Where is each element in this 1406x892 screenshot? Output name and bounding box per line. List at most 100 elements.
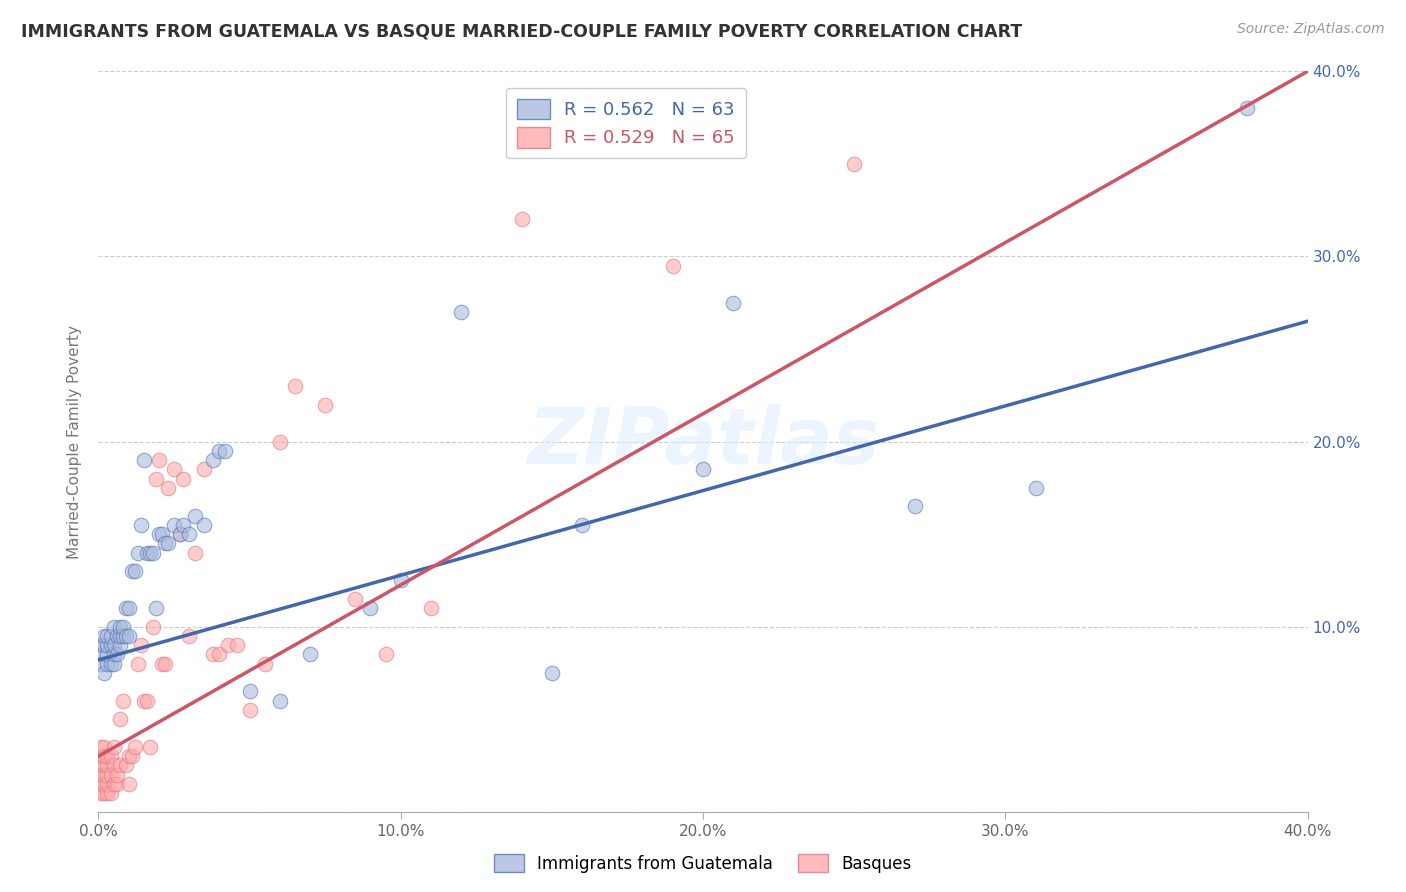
- Point: [132, 694, 155, 708]
- Point: [93, 665, 115, 680]
- Point: [100, 749, 122, 764]
- Point: [96, 777, 118, 791]
- Point: [1236, 101, 1258, 115]
- Point: [253, 657, 276, 671]
- Text: ZIPatlas: ZIPatlas: [527, 403, 879, 480]
- Point: [100, 767, 122, 781]
- Point: [93, 739, 115, 754]
- Point: [93, 648, 115, 662]
- Point: [193, 517, 215, 532]
- Point: [100, 786, 122, 800]
- Point: [139, 545, 162, 560]
- Point: [217, 638, 239, 652]
- Point: [344, 591, 367, 606]
- Point: [93, 786, 115, 800]
- Point: [100, 657, 122, 671]
- Point: [226, 638, 249, 652]
- Point: [100, 629, 122, 643]
- Point: [90, 638, 112, 652]
- Point: [132, 453, 155, 467]
- Point: [184, 545, 207, 560]
- Point: [145, 472, 167, 486]
- Point: [96, 657, 118, 671]
- Point: [208, 648, 231, 662]
- Point: [156, 536, 179, 550]
- Point: [96, 786, 118, 800]
- Point: [108, 638, 131, 652]
- Point: [93, 749, 115, 764]
- Point: [450, 305, 472, 319]
- Point: [420, 601, 443, 615]
- Point: [93, 767, 115, 781]
- Point: [90, 777, 112, 791]
- Point: [93, 638, 115, 652]
- Point: [360, 601, 382, 615]
- Point: [118, 601, 141, 615]
- Y-axis label: Married-Couple Family Poverty: Married-Couple Family Poverty: [67, 325, 83, 558]
- Point: [127, 657, 149, 671]
- Point: [96, 638, 118, 652]
- Point: [103, 657, 125, 671]
- Point: [299, 648, 322, 662]
- Point: [150, 657, 173, 671]
- Point: [103, 739, 125, 754]
- Point: [135, 545, 157, 560]
- Point: [105, 767, 128, 781]
- Point: [142, 545, 165, 560]
- Point: [96, 648, 118, 662]
- Point: [90, 758, 112, 772]
- Point: [214, 443, 236, 458]
- Point: [904, 500, 927, 514]
- Point: [108, 712, 131, 726]
- Point: [103, 648, 125, 662]
- Point: [90, 739, 112, 754]
- Point: [93, 758, 115, 772]
- Point: [118, 629, 141, 643]
- Point: [179, 629, 201, 643]
- Text: IMMIGRANTS FROM GUATEMALA VS BASQUE MARRIED-COUPLE FAMILY POVERTY CORRELATION CH: IMMIGRANTS FROM GUATEMALA VS BASQUE MARR…: [21, 22, 1022, 40]
- Point: [108, 629, 131, 643]
- Point: [118, 749, 141, 764]
- Point: [156, 481, 179, 495]
- Legend: Immigrants from Guatemala, Basques: Immigrants from Guatemala, Basques: [488, 847, 918, 880]
- Point: [148, 453, 170, 467]
- Point: [172, 472, 194, 486]
- Point: [129, 638, 152, 652]
- Point: [124, 739, 146, 754]
- Point: [202, 453, 225, 467]
- Point: [111, 619, 134, 633]
- Point: [153, 657, 176, 671]
- Point: [96, 767, 118, 781]
- Point: [103, 758, 125, 772]
- Point: [172, 517, 194, 532]
- Point: [135, 694, 157, 708]
- Point: [105, 777, 128, 791]
- Point: [111, 694, 134, 708]
- Point: [163, 517, 186, 532]
- Point: [118, 777, 141, 791]
- Point: [103, 638, 125, 652]
- Point: [169, 527, 191, 541]
- Point: [661, 259, 683, 273]
- Point: [208, 443, 231, 458]
- Point: [108, 758, 131, 772]
- Point: [90, 749, 112, 764]
- Point: [145, 601, 167, 615]
- Point: [114, 758, 136, 772]
- Legend: R = 0.562   N = 63, R = 0.529   N = 65: R = 0.562 N = 63, R = 0.529 N = 65: [506, 87, 745, 159]
- Point: [105, 648, 128, 662]
- Point: [114, 629, 136, 643]
- Point: [96, 758, 118, 772]
- Point: [90, 657, 112, 671]
- Point: [1024, 481, 1046, 495]
- Point: [184, 508, 207, 523]
- Point: [103, 619, 125, 633]
- Point: [163, 462, 186, 476]
- Point: [510, 212, 533, 227]
- Point: [108, 619, 131, 633]
- Point: [269, 434, 291, 449]
- Point: [100, 638, 122, 652]
- Point: [139, 739, 162, 754]
- Point: [284, 379, 307, 393]
- Point: [111, 629, 134, 643]
